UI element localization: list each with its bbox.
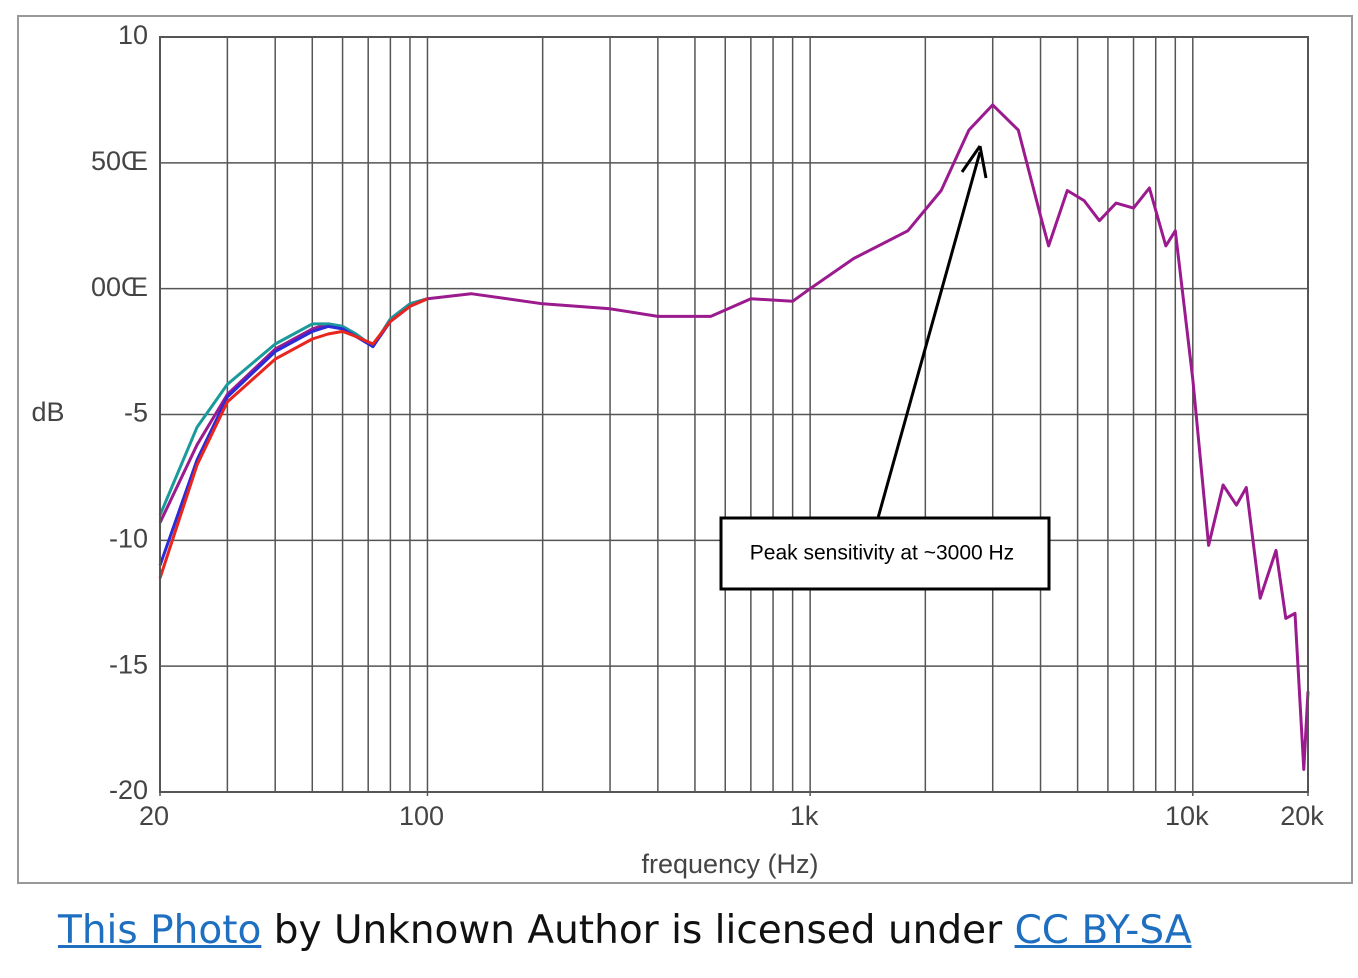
caption: This Photo by Unknown Author is licensed…: [58, 908, 1192, 953]
x-tick-label: 20k: [1280, 801, 1324, 831]
series-line: [158, 297, 429, 579]
annotation: Peak sensitivity at ~3000 Hz: [750, 542, 1014, 565]
license-link[interactable]: CC BY-SA: [1014, 908, 1192, 953]
x-tick-label: 20: [139, 801, 169, 831]
caption-text: by Unknown Author is licensed under: [261, 908, 1015, 953]
photo-link[interactable]: This Photo: [58, 908, 262, 953]
lines: [158, 103, 1310, 771]
x-axis-label: frequency (Hz): [641, 849, 818, 879]
y-tick-label: -5: [124, 398, 148, 428]
annotation-box: [719, 516, 1051, 591]
y-tick-label: 50Œ: [91, 146, 148, 176]
y-tick-label: -15: [109, 649, 148, 679]
chart: dB frequency (Hz) Peak sensitivity at ~3…: [17, 15, 1353, 884]
arrow: [876, 151, 982, 519]
y-tick-label: 00Œ: [91, 272, 148, 302]
frame: [17, 15, 1353, 884]
y-tick-label: -20: [109, 775, 148, 805]
y-axis-label: dB: [31, 397, 64, 427]
x-tick-label: 1k: [790, 801, 819, 831]
arrow-head: [960, 145, 988, 179]
y-tick-label: -10: [109, 523, 148, 553]
plot-border: [159, 36, 1309, 793]
series-line: [158, 297, 428, 516]
y-tick-label: 10: [118, 20, 148, 50]
x-tick-label: 100: [399, 801, 444, 831]
x-tick-label: 10k: [1165, 801, 1209, 831]
